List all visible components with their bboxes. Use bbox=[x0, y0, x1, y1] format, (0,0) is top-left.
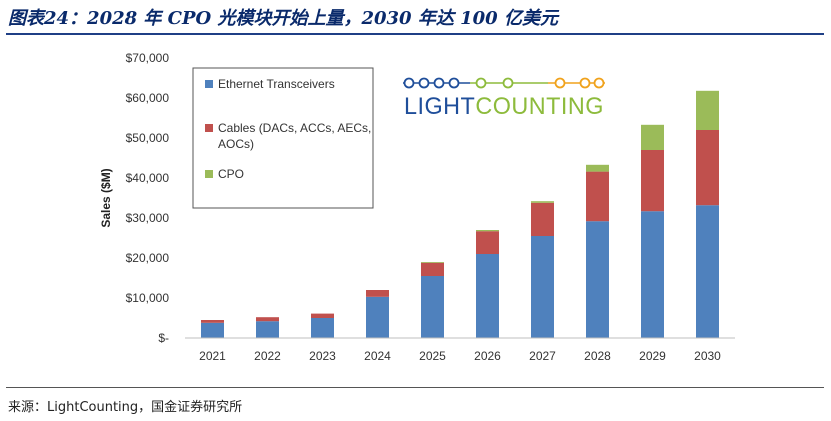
legend-item: Ethernet Transceivers bbox=[205, 77, 335, 91]
y-axis-label: Sales ($M) bbox=[99, 168, 113, 227]
legend-swatch bbox=[205, 170, 213, 178]
x-tick-label: 2028 bbox=[584, 349, 611, 363]
stacked-bar-chart: $- $10,000 $20,000 $30,000 $40,000 $50,000 $60… bbox=[99, 51, 735, 363]
bar-segment bbox=[201, 322, 224, 338]
logo-dot bbox=[433, 77, 445, 89]
bar-segment bbox=[641, 211, 664, 338]
y-tick-label: $- bbox=[158, 331, 169, 345]
source-rule bbox=[6, 387, 824, 388]
logo-dot bbox=[403, 77, 415, 89]
bar-segment bbox=[641, 150, 664, 212]
logo-dot bbox=[554, 77, 566, 89]
y-tick-label: $30,000 bbox=[126, 211, 170, 225]
legend-swatch bbox=[205, 124, 213, 132]
y-tick-label: $60,000 bbox=[126, 91, 170, 105]
bar-segment bbox=[311, 313, 334, 318]
y-tick-label: $10,000 bbox=[126, 291, 170, 305]
logo-text-counting: COUNTING bbox=[475, 93, 604, 120]
bar-segment bbox=[421, 262, 444, 263]
bar-segment bbox=[696, 90, 719, 130]
x-tick-label: 2025 bbox=[419, 349, 446, 363]
x-tick-label: 2024 bbox=[364, 349, 391, 363]
lightcounting-logo: LIGHTCOUNTING bbox=[403, 77, 605, 120]
legend-label: Ethernet Transceivers bbox=[218, 77, 335, 91]
logo-wordmark: LIGHTCOUNTING bbox=[404, 93, 604, 120]
x-tick-label: 2027 bbox=[529, 349, 556, 363]
logo-dots bbox=[403, 77, 605, 89]
x-axis: 2021 2022 2023 2024 2025 2026 2027 2028 2029 2030 bbox=[199, 349, 721, 363]
legend: Ethernet Transceivers Cables (DACs, ACCs,… bbox=[192, 67, 374, 209]
bar-segment bbox=[531, 201, 554, 203]
bar-segment bbox=[421, 276, 444, 338]
y-tick-label: $50,000 bbox=[126, 131, 170, 145]
bar-segment bbox=[366, 296, 389, 338]
x-tick-label: 2022 bbox=[254, 349, 281, 363]
legend-box bbox=[192, 67, 374, 209]
legend-item: Cables (DACs, ACCs, AECs, AOCs) bbox=[205, 121, 371, 151]
bar-segment bbox=[531, 202, 554, 236]
bar-segment bbox=[641, 124, 664, 150]
y-tick-label: $70,000 bbox=[126, 51, 170, 65]
logo-dot bbox=[418, 77, 430, 89]
bar-segment bbox=[586, 164, 609, 172]
bar-segment bbox=[366, 290, 389, 297]
y-tick-label: $20,000 bbox=[126, 251, 170, 265]
logo-dot bbox=[475, 77, 487, 89]
bar-segment bbox=[531, 236, 554, 338]
y-tick-label: $40,000 bbox=[126, 171, 170, 185]
figure-title: 图表24：2028 年 CPO 光模块开始上量，2030 年达 100 亿美元 bbox=[8, 8, 558, 29]
logo-dot bbox=[448, 77, 460, 89]
legend-label: Cables (DACs, ACCs, AECs, AOCs) bbox=[218, 121, 371, 151]
x-tick-label: 2023 bbox=[309, 349, 336, 363]
legend-item: CPO bbox=[205, 167, 244, 181]
x-tick-label: 2029 bbox=[639, 349, 666, 363]
bar-segment bbox=[476, 254, 499, 338]
title-rule bbox=[6, 33, 824, 35]
x-tick-label: 2030 bbox=[694, 349, 721, 363]
y-axis: $- $10,000 $20,000 $30,000 $40,000 $50,000 $60… bbox=[126, 51, 170, 345]
bar-segment bbox=[476, 230, 499, 232]
x-tick-label: 2026 bbox=[474, 349, 501, 363]
logo-dot bbox=[502, 77, 514, 89]
x-tick-label: 2021 bbox=[199, 349, 226, 363]
bar-segment bbox=[421, 262, 444, 276]
bars-group bbox=[201, 90, 719, 338]
legend-swatch bbox=[205, 80, 213, 88]
legend-label: CPO bbox=[218, 167, 244, 181]
bar-segment bbox=[696, 130, 719, 206]
logo-dot bbox=[593, 77, 605, 89]
bar-segment bbox=[476, 231, 499, 254]
bar-segment bbox=[586, 171, 609, 222]
bar-segment bbox=[696, 205, 719, 338]
bar-segment bbox=[586, 221, 609, 338]
bar-segment bbox=[311, 318, 334, 338]
bar-segment bbox=[256, 321, 279, 338]
source-note: 来源：LightCounting，国金证券研究所 bbox=[8, 400, 243, 415]
logo-dot bbox=[579, 77, 591, 89]
bar-segment bbox=[256, 317, 279, 322]
logo-text-light: LIGHT bbox=[404, 93, 475, 120]
bar-segment bbox=[201, 320, 224, 323]
